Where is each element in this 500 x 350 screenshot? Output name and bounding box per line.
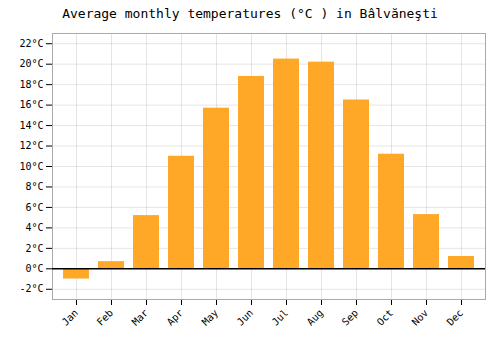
svg-text:Nov: Nov (410, 307, 431, 328)
svg-text:8°C: 8°C (25, 181, 43, 192)
svg-text:20°C: 20°C (19, 58, 43, 69)
svg-text:16°C: 16°C (19, 99, 43, 110)
svg-text:4°C: 4°C (25, 222, 43, 233)
svg-text:6°C: 6°C (25, 202, 43, 213)
svg-text:12°C: 12°C (19, 140, 43, 151)
svg-text:Aug: Aug (305, 307, 326, 328)
svg-text:2°C: 2°C (25, 243, 43, 254)
svg-text:Mar: Mar (130, 307, 151, 328)
html-text:Average monthly temperatures (: Average monthly temperatures (°C ) in Bâ… (62, 6, 438, 21)
svg-text:Apr: Apr (165, 307, 186, 328)
svg-text:10°C: 10°C (19, 161, 43, 172)
svg-text:May: May (200, 307, 221, 328)
svg-text:Feb: Feb (95, 307, 116, 328)
svg-text:22°C: 22°C (19, 38, 43, 49)
svg-text:Jan: Jan (60, 307, 81, 328)
svg-text:18°C: 18°C (19, 79, 43, 90)
svg-text:0°C: 0°C (25, 263, 43, 274)
svg-text:Oct: Oct (375, 307, 396, 328)
svg-text:Jul: Jul (270, 307, 291, 328)
svg-text:Sep: Sep (340, 307, 361, 328)
svg-text:-2°C: -2°C (19, 283, 43, 294)
svg-text:14°C: 14°C (19, 120, 43, 131)
svg-text:Dec: Dec (445, 307, 466, 328)
svg-text:Jun: Jun (235, 307, 256, 328)
